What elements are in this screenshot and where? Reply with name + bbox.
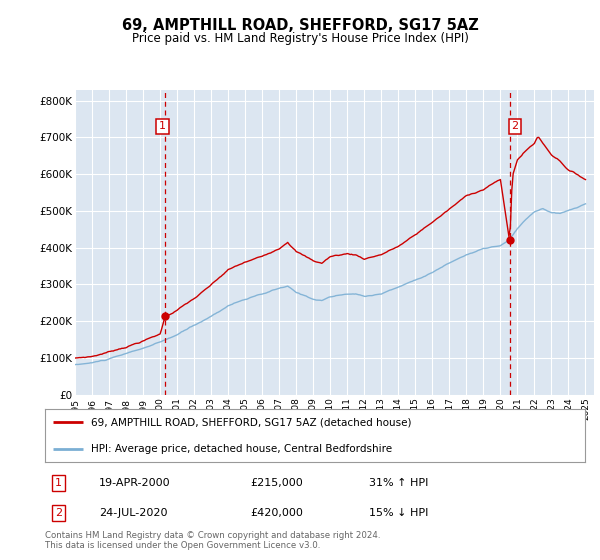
Text: 24-JUL-2020: 24-JUL-2020 bbox=[99, 508, 167, 518]
Text: Price paid vs. HM Land Registry's House Price Index (HPI): Price paid vs. HM Land Registry's House … bbox=[131, 32, 469, 45]
Text: 2: 2 bbox=[55, 508, 62, 518]
Text: 1: 1 bbox=[159, 122, 166, 132]
Text: 19-APR-2000: 19-APR-2000 bbox=[99, 478, 170, 488]
Text: 69, AMPTHILL ROAD, SHEFFORD, SG17 5AZ: 69, AMPTHILL ROAD, SHEFFORD, SG17 5AZ bbox=[122, 18, 478, 33]
Text: £215,000: £215,000 bbox=[250, 478, 303, 488]
Text: 2: 2 bbox=[511, 122, 518, 132]
Text: 31% ↑ HPI: 31% ↑ HPI bbox=[369, 478, 428, 488]
Text: HPI: Average price, detached house, Central Bedfordshire: HPI: Average price, detached house, Cent… bbox=[91, 444, 392, 454]
Text: £420,000: £420,000 bbox=[250, 508, 303, 518]
Text: Contains HM Land Registry data © Crown copyright and database right 2024.
This d: Contains HM Land Registry data © Crown c… bbox=[45, 531, 380, 550]
Text: 69, AMPTHILL ROAD, SHEFFORD, SG17 5AZ (detached house): 69, AMPTHILL ROAD, SHEFFORD, SG17 5AZ (d… bbox=[91, 417, 412, 427]
Text: 1: 1 bbox=[55, 478, 62, 488]
Text: 15% ↓ HPI: 15% ↓ HPI bbox=[369, 508, 428, 518]
